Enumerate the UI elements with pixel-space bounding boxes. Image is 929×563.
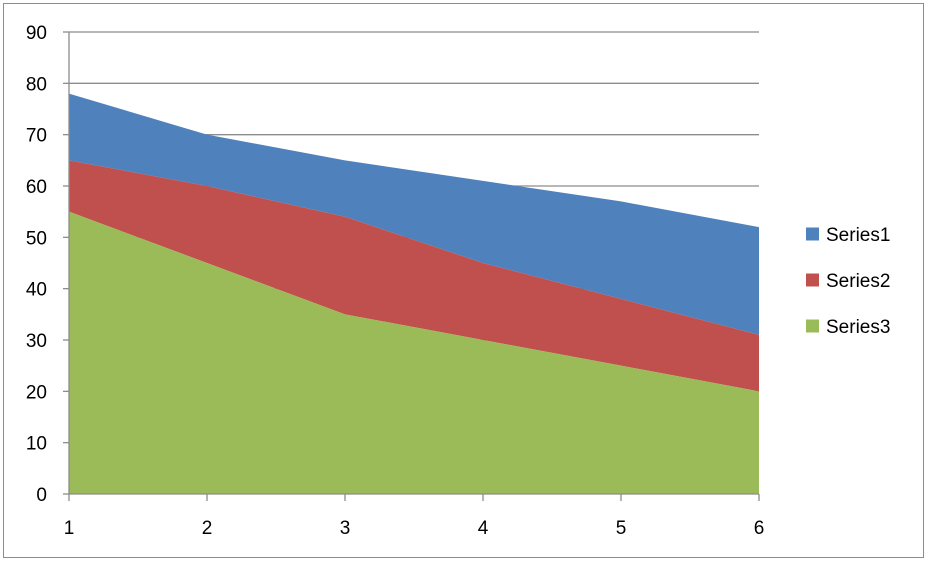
- legend-swatch-series3: [806, 319, 819, 333]
- x-tick-label-6: 6: [754, 518, 765, 539]
- plot-areas: [69, 93, 759, 495]
- y-tick-label-90: 90: [26, 23, 47, 44]
- x-tick-label-4: 4: [478, 518, 489, 539]
- y-tick-label-60: 60: [26, 177, 47, 198]
- legend: Series1 Series2 Series3: [806, 225, 890, 338]
- x-tick-label-3: 3: [340, 518, 351, 539]
- legend-label-series2: Series2: [826, 271, 890, 292]
- x-tick-label-5: 5: [616, 518, 627, 539]
- area-series1: [69, 93, 759, 335]
- legend-swatch-series1: [806, 227, 819, 241]
- y-tick-label-80: 80: [26, 74, 47, 95]
- legend-swatch-series2: [806, 273, 819, 287]
- y-tick-label-70: 70: [26, 126, 47, 147]
- y-tick-label-10: 10: [26, 434, 47, 455]
- y-tick-label-0: 0: [36, 485, 47, 506]
- y-tick-label-30: 30: [26, 331, 47, 352]
- y-tick-label-20: 20: [26, 382, 47, 403]
- x-tick-label-2: 2: [202, 518, 213, 539]
- y-tick-label-40: 40: [26, 280, 47, 301]
- legend-label-series1: Series1: [826, 225, 890, 246]
- area-series3: [69, 211, 759, 495]
- x-tick-label-1: 1: [64, 518, 75, 539]
- axes: 0 10 20 30 40 50 60 70 80 90 1 2 3 4 5 6: [26, 23, 764, 539]
- area-series2: [69, 160, 759, 392]
- legend-label-series3: Series3: [826, 317, 890, 338]
- y-tick-label-50: 50: [26, 228, 47, 249]
